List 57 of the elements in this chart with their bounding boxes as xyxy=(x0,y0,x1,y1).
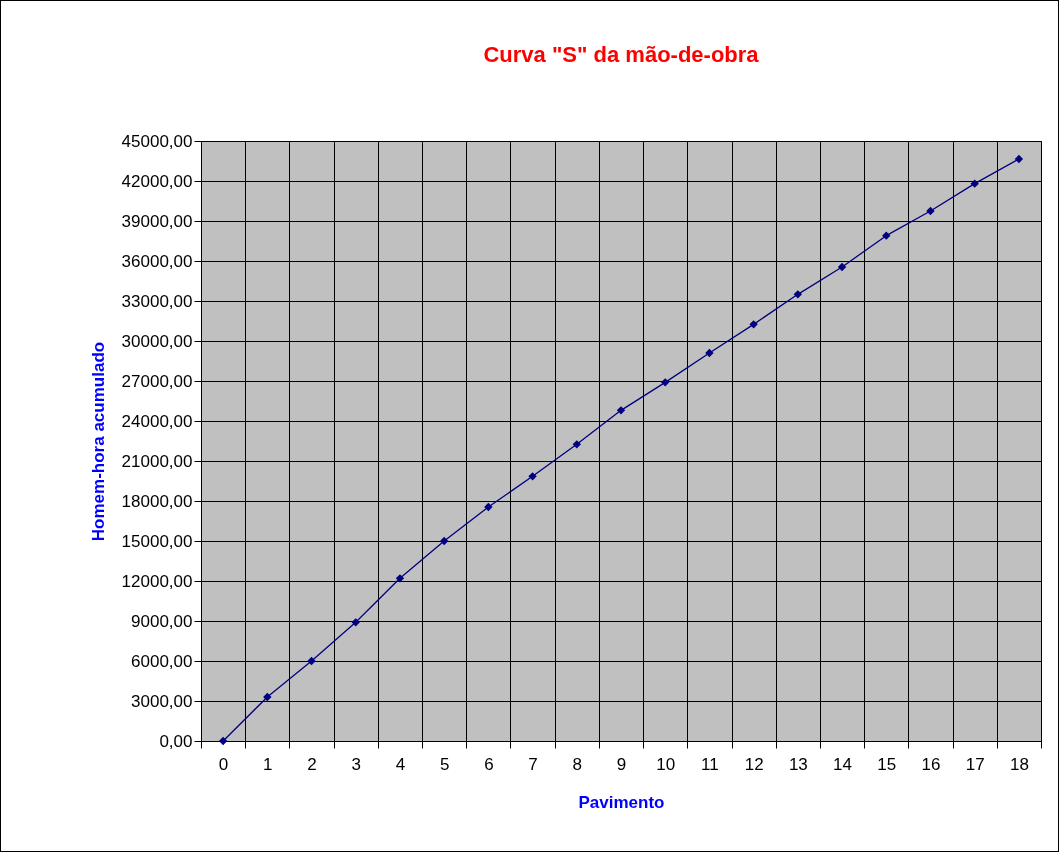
x-tick-label: 16 xyxy=(921,754,941,774)
point xyxy=(263,692,272,702)
x-tick-label: 8 xyxy=(572,754,583,774)
point xyxy=(307,656,316,666)
y-tick-label: 36000,00 xyxy=(121,251,193,271)
x-tick-label: 0 xyxy=(218,754,229,774)
point xyxy=(837,262,847,272)
point xyxy=(705,348,714,358)
x-tick-label: 10 xyxy=(656,754,676,774)
y-tick-label: 27000,00 xyxy=(121,371,193,391)
x-tick-label: 5 xyxy=(439,754,450,774)
x-tick-label: 12 xyxy=(744,754,764,774)
y-tick-label: 12000,00 xyxy=(121,571,193,591)
point xyxy=(793,290,803,299)
point xyxy=(351,618,360,627)
y-tick-label: 9000,00 xyxy=(131,611,193,631)
x-tick-label: 9 xyxy=(616,754,627,774)
point xyxy=(749,320,758,329)
x-tick-label: 4 xyxy=(395,754,406,774)
x-tick-label: 11 xyxy=(701,754,719,774)
x-tick-label: 2 xyxy=(307,754,317,774)
x-tick-label: 17 xyxy=(965,754,985,774)
y-tick-label: 6000,00 xyxy=(131,651,193,671)
x-tick-label: 15 xyxy=(877,754,897,774)
point xyxy=(218,736,228,746)
point xyxy=(528,472,537,481)
x-tick-label: 13 xyxy=(788,754,808,774)
point xyxy=(926,206,935,216)
x-tick-label: 6 xyxy=(484,754,494,774)
y-tick-label: 30000,00 xyxy=(121,331,193,351)
y-tick-label: 24000,00 xyxy=(121,411,193,431)
x-axis-title: Pavimento xyxy=(578,792,665,812)
y-tick-label: 3000,00 xyxy=(131,691,193,711)
y-tick-label: 18000,00 xyxy=(121,491,193,511)
point xyxy=(661,378,670,387)
point xyxy=(572,440,581,449)
point xyxy=(439,536,449,546)
y-tick-label: 39000,00 xyxy=(121,211,193,231)
x-tick-label: 1 xyxy=(263,754,273,774)
y-tick-label: 45000,00 xyxy=(121,131,193,151)
y-tick-label: 15000,00 xyxy=(121,531,193,551)
point xyxy=(395,574,405,583)
y-tick-label: 42000,00 xyxy=(121,171,193,191)
x-tick-label: 18 xyxy=(1009,754,1029,774)
x-tick-label: 3 xyxy=(351,754,361,774)
point xyxy=(882,231,891,240)
point xyxy=(616,406,626,415)
y-axis-title: Homem-hora acumulado xyxy=(88,341,108,542)
x-tick-label: 14 xyxy=(833,754,853,774)
point xyxy=(1014,154,1024,164)
y-tick-label: 0,00 xyxy=(159,731,193,751)
x-tick-label: 7 xyxy=(528,754,538,774)
y-tick-label: 33000,00 xyxy=(121,291,193,311)
chart-title: Curva "S" da mão-de-obra xyxy=(483,42,760,67)
point xyxy=(970,179,979,188)
point xyxy=(484,502,493,512)
y-tick-label: 21000,00 xyxy=(121,451,193,471)
